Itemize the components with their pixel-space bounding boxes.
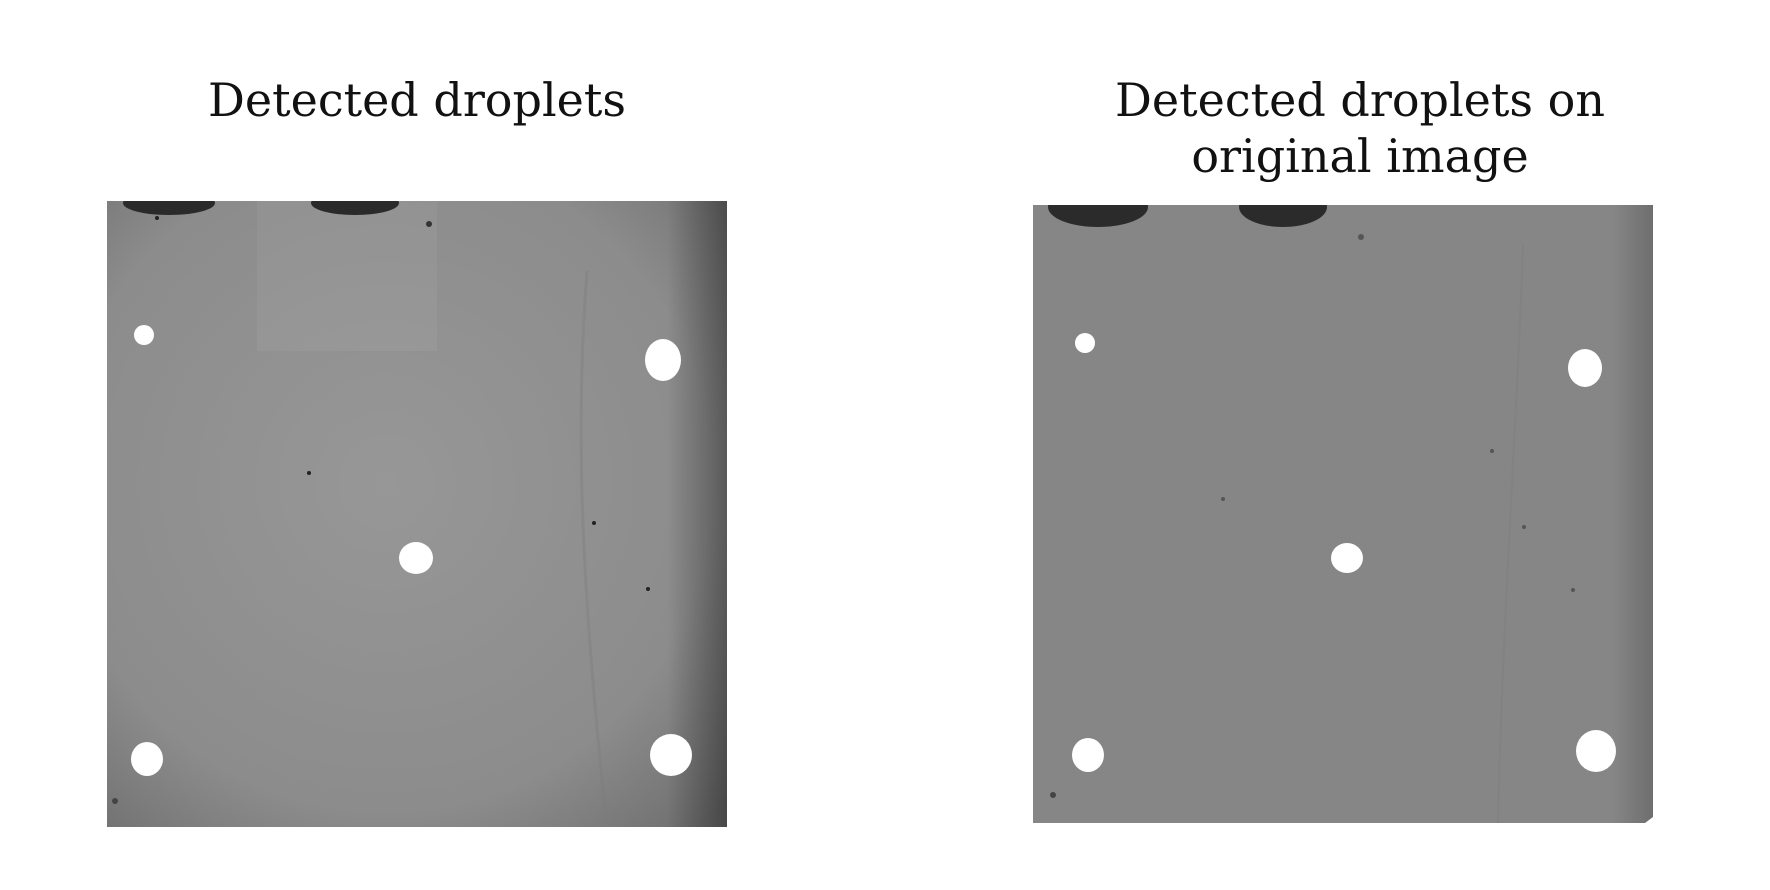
speck bbox=[1571, 588, 1575, 592]
detected-droplets-on-original-image bbox=[1033, 205, 1653, 823]
streak bbox=[1497, 244, 1524, 823]
panel-title-detected-droplets: Detected droplets bbox=[208, 73, 626, 127]
detected-droplets-image bbox=[107, 201, 727, 827]
speck bbox=[1358, 234, 1364, 240]
droplet-top-left-small bbox=[1075, 333, 1095, 353]
top-blob-right bbox=[311, 201, 399, 215]
right-edge-shadow bbox=[667, 201, 727, 827]
corner-notch bbox=[1645, 817, 1653, 823]
speck bbox=[1490, 449, 1494, 453]
top-blob-right bbox=[1239, 205, 1327, 227]
speck bbox=[155, 216, 159, 220]
top-blob-left bbox=[1048, 205, 1148, 227]
speck bbox=[307, 471, 311, 475]
mesh-texture bbox=[1033, 205, 1653, 823]
image-background bbox=[107, 201, 727, 827]
speck bbox=[1522, 525, 1526, 529]
droplet-center bbox=[399, 542, 433, 574]
droplet-top-left-small bbox=[134, 325, 154, 345]
streak bbox=[579, 270, 609, 827]
right-edge-shadow bbox=[1613, 205, 1653, 823]
droplet-bottom-left bbox=[1072, 738, 1104, 772]
speck bbox=[592, 521, 596, 525]
speck bbox=[1221, 497, 1225, 501]
speck bbox=[112, 798, 118, 804]
droplet-top-right bbox=[1568, 349, 1602, 387]
droplet-bottom-right bbox=[1576, 730, 1616, 772]
droplet-bottom-right bbox=[650, 734, 692, 776]
light-region bbox=[257, 201, 437, 351]
panel-title-detected-droplets-on-original: Detected droplets on original image bbox=[1115, 73, 1605, 183]
speck bbox=[1050, 792, 1056, 798]
speck bbox=[426, 221, 432, 227]
droplet-bottom-left bbox=[131, 742, 163, 776]
top-blob-left bbox=[123, 201, 215, 215]
droplet-top-right bbox=[645, 339, 681, 381]
speck bbox=[646, 587, 650, 591]
droplet-center bbox=[1331, 543, 1363, 573]
